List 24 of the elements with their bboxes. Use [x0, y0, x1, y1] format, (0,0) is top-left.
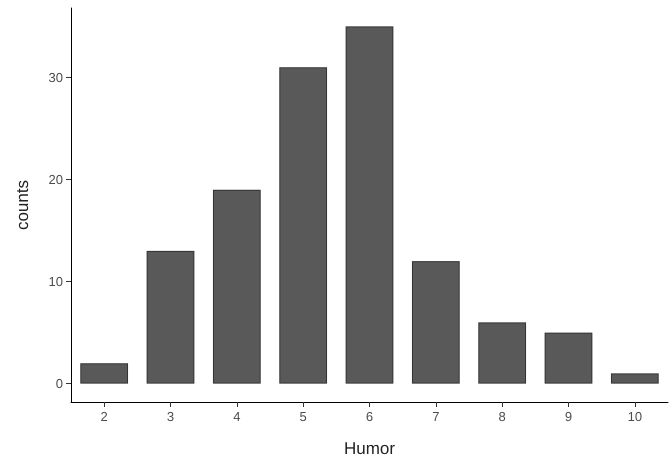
- x-tick-label: 10: [628, 409, 642, 424]
- y-tick-label: 10: [48, 274, 63, 290]
- x-tick-label: 2: [100, 409, 108, 424]
- bar: [544, 332, 592, 384]
- x-tick-label: 4: [233, 409, 240, 424]
- bar: [146, 250, 194, 384]
- y-axis-title: counts: [13, 180, 32, 230]
- x-axis-title: Humor: [344, 439, 396, 458]
- bar: [412, 261, 460, 384]
- x-tick-label: 5: [300, 409, 307, 424]
- y-tick-label: 20: [48, 172, 63, 187]
- bar: [279, 67, 328, 384]
- bar: [346, 26, 394, 384]
- x-tick-label: 6: [366, 409, 374, 424]
- x-tick-label: 9: [564, 409, 572, 424]
- bar: [212, 190, 261, 384]
- bar: [80, 363, 128, 384]
- y-tick-label: 0: [56, 376, 63, 392]
- bar: [610, 373, 659, 384]
- x-tick-label: 8: [498, 409, 506, 424]
- x-tick-label: 3: [166, 409, 174, 424]
- x-tick-label: 7: [432, 409, 440, 424]
- bar: [478, 322, 526, 384]
- y-tick-label: 30: [48, 70, 63, 85]
